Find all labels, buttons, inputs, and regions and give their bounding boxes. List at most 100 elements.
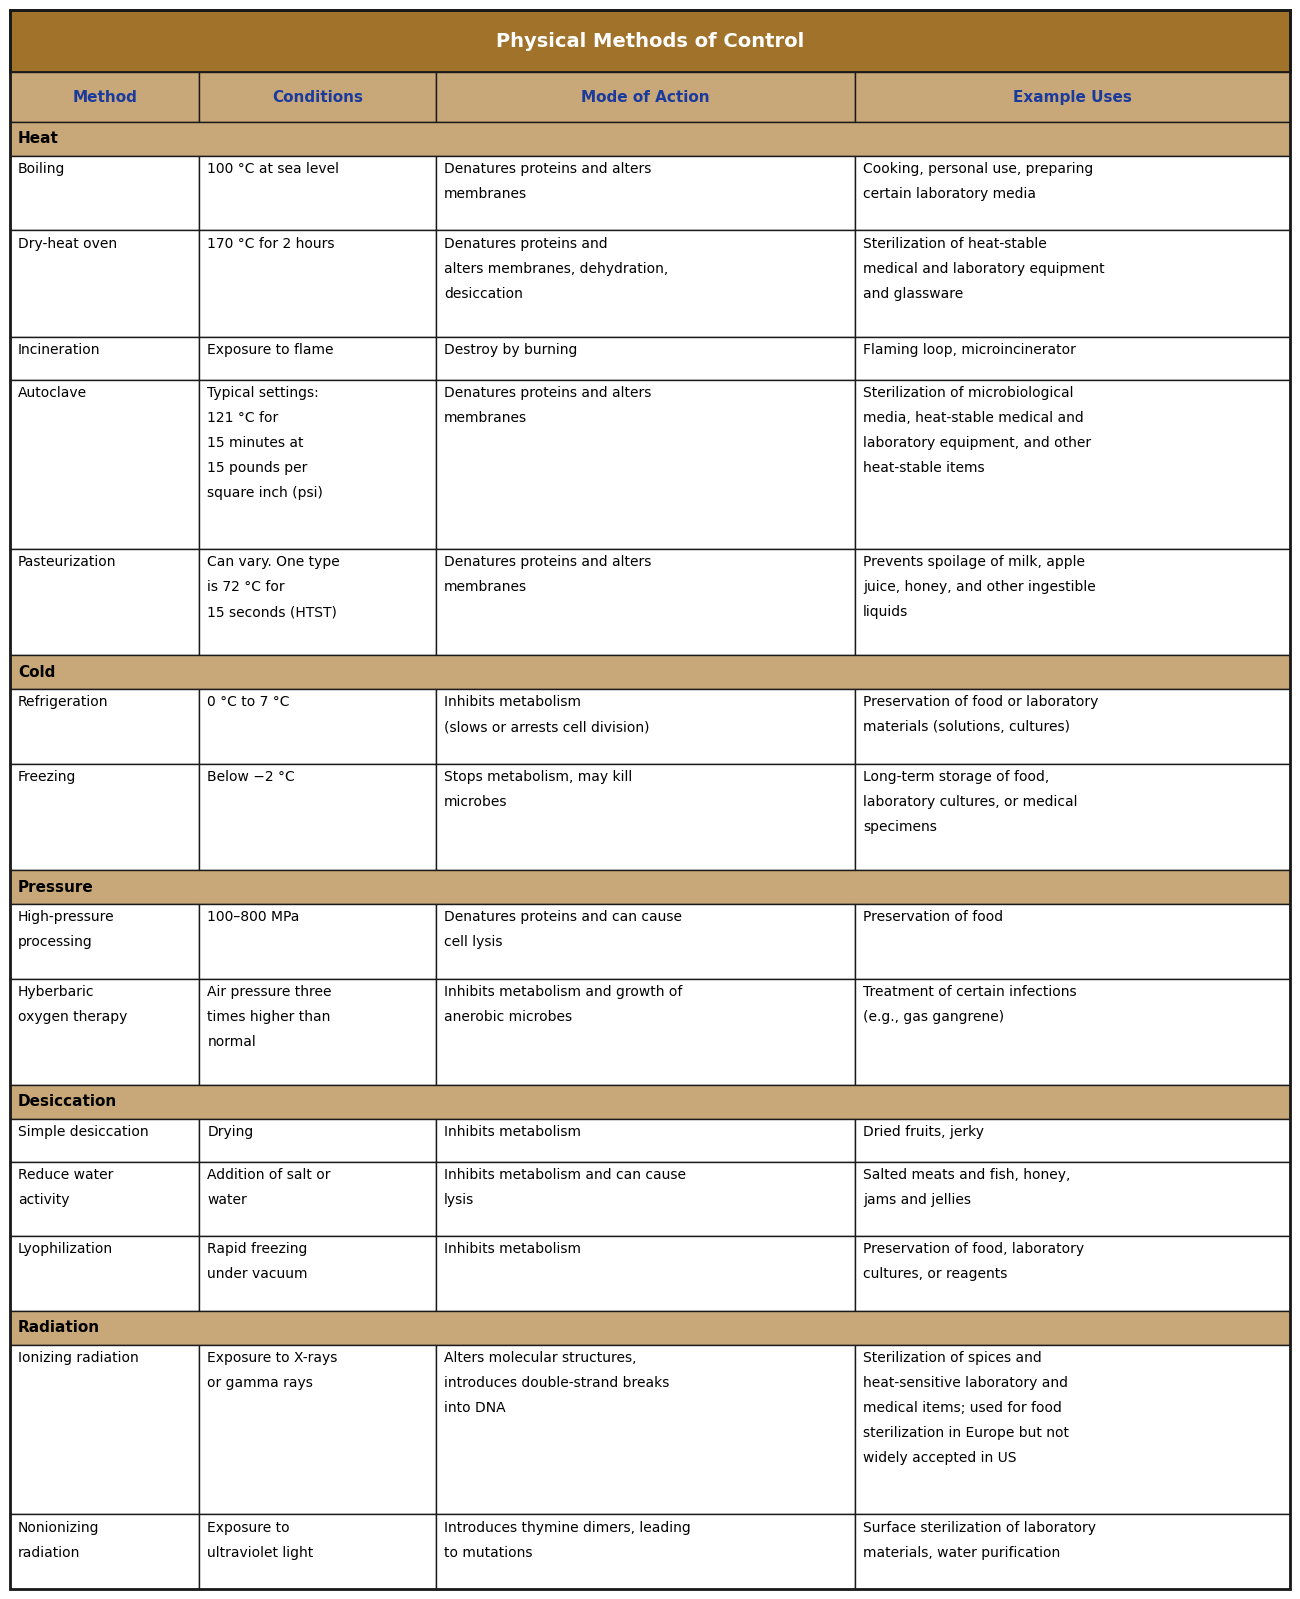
Text: Surface sterilization of laboratory
materials, water purification: Surface sterilization of laboratory mate… bbox=[863, 1521, 1096, 1559]
Text: Air pressure three
times higher than
normal: Air pressure three times higher than nor… bbox=[208, 985, 332, 1049]
Bar bbox=[10, 764, 199, 870]
Bar bbox=[10, 72, 199, 122]
Bar bbox=[10, 155, 199, 230]
Bar bbox=[199, 1119, 437, 1162]
Bar bbox=[437, 1345, 855, 1514]
Bar bbox=[10, 1514, 199, 1589]
Text: Refrigeration: Refrigeration bbox=[18, 696, 108, 710]
Text: Long-term storage of food,
laboratory cultures, or medical
specimens: Long-term storage of food, laboratory cu… bbox=[863, 771, 1078, 835]
Text: Flaming loop, microincinerator: Flaming loop, microincinerator bbox=[863, 342, 1075, 357]
Bar bbox=[10, 1084, 1290, 1119]
Text: 100 °C at sea level: 100 °C at sea level bbox=[208, 161, 339, 176]
Bar bbox=[10, 1311, 1290, 1345]
Text: Desiccation: Desiccation bbox=[18, 1094, 117, 1110]
Bar bbox=[199, 1345, 437, 1514]
Text: Inhibits metabolism: Inhibits metabolism bbox=[445, 1126, 581, 1138]
Bar bbox=[855, 337, 1290, 379]
Text: Denatures proteins and can cause
cell lysis: Denatures proteins and can cause cell ly… bbox=[445, 910, 682, 950]
Text: Denatures proteins and alters
membranes: Denatures proteins and alters membranes bbox=[445, 161, 651, 201]
Text: Introduces thymine dimers, leading
to mutations: Introduces thymine dimers, leading to mu… bbox=[445, 1521, 692, 1559]
Bar bbox=[855, 230, 1290, 337]
Text: Denatures proteins and alters
membranes: Denatures proteins and alters membranes bbox=[445, 555, 651, 595]
Bar bbox=[10, 870, 1290, 903]
Bar bbox=[437, 230, 855, 337]
Text: Can vary. One type
is 72 °C for
15 seconds (HTST): Can vary. One type is 72 °C for 15 secon… bbox=[208, 555, 341, 619]
Bar bbox=[437, 379, 855, 548]
Bar bbox=[10, 379, 199, 548]
Text: Drying: Drying bbox=[208, 1126, 254, 1138]
Bar bbox=[855, 1236, 1290, 1311]
Bar bbox=[199, 548, 437, 656]
Bar bbox=[437, 764, 855, 870]
Bar bbox=[199, 72, 437, 122]
Bar bbox=[437, 1514, 855, 1589]
Text: Alters molecular structures,
introduces double-strand breaks
into DNA: Alters molecular structures, introduces … bbox=[445, 1351, 670, 1415]
Text: Typical settings:
121 °C for
15 minutes at
15 pounds per
square inch (psi): Typical settings: 121 °C for 15 minutes … bbox=[208, 385, 324, 500]
Text: Addition of salt or
water: Addition of salt or water bbox=[208, 1167, 332, 1207]
Text: Preservation of food: Preservation of food bbox=[863, 910, 1002, 924]
Bar bbox=[855, 1119, 1290, 1162]
Bar bbox=[437, 1236, 855, 1311]
Bar bbox=[855, 379, 1290, 548]
Text: Dried fruits, jerky: Dried fruits, jerky bbox=[863, 1126, 984, 1138]
Bar bbox=[199, 379, 437, 548]
Text: Exposure to flame: Exposure to flame bbox=[208, 342, 334, 357]
Text: Autoclave: Autoclave bbox=[18, 385, 87, 400]
Text: Dry-heat oven: Dry-heat oven bbox=[18, 237, 117, 251]
Bar bbox=[10, 1236, 199, 1311]
Text: Stops metabolism, may kill
microbes: Stops metabolism, may kill microbes bbox=[445, 771, 633, 809]
Bar bbox=[199, 979, 437, 1084]
Bar bbox=[10, 122, 1290, 155]
Text: Inhibits metabolism and can cause
lysis: Inhibits metabolism and can cause lysis bbox=[445, 1167, 686, 1207]
Text: Simple desiccation: Simple desiccation bbox=[18, 1126, 148, 1138]
Bar bbox=[855, 548, 1290, 656]
Bar bbox=[855, 903, 1290, 979]
Text: Preservation of food or laboratory
materials (solutions, cultures): Preservation of food or laboratory mater… bbox=[863, 696, 1098, 734]
Bar bbox=[437, 337, 855, 379]
Text: Inhibits metabolism and growth of
anerobic microbes: Inhibits metabolism and growth of anerob… bbox=[445, 985, 682, 1023]
Bar bbox=[10, 1162, 199, 1236]
Text: 100–800 MPa: 100–800 MPa bbox=[208, 910, 300, 924]
Text: Pasteurization: Pasteurization bbox=[18, 555, 117, 569]
Text: Exposure to X-rays
or gamma rays: Exposure to X-rays or gamma rays bbox=[208, 1351, 338, 1390]
Bar bbox=[10, 1345, 199, 1514]
Bar bbox=[10, 548, 199, 656]
Bar bbox=[199, 1236, 437, 1311]
Text: Sterilization of microbiological
media, heat-stable medical and
laboratory equip: Sterilization of microbiological media, … bbox=[863, 385, 1091, 475]
Text: Below −2 °C: Below −2 °C bbox=[208, 771, 295, 784]
Bar bbox=[199, 1514, 437, 1589]
Text: Ionizing radiation: Ionizing radiation bbox=[18, 1351, 139, 1366]
Bar bbox=[10, 230, 199, 337]
Text: Lyophilization: Lyophilization bbox=[18, 1242, 113, 1257]
Text: 170 °C for 2 hours: 170 °C for 2 hours bbox=[208, 237, 335, 251]
Text: Rapid freezing
under vacuum: Rapid freezing under vacuum bbox=[208, 1242, 308, 1281]
Bar bbox=[10, 10, 1290, 72]
Text: Radiation: Radiation bbox=[18, 1321, 100, 1335]
Text: Example Uses: Example Uses bbox=[1013, 90, 1132, 104]
Bar bbox=[199, 689, 437, 764]
Text: Exposure to
ultraviolet light: Exposure to ultraviolet light bbox=[208, 1521, 313, 1559]
Bar bbox=[437, 155, 855, 230]
Bar bbox=[199, 1162, 437, 1236]
Bar bbox=[855, 155, 1290, 230]
Text: Preservation of food, laboratory
cultures, or reagents: Preservation of food, laboratory culture… bbox=[863, 1242, 1084, 1281]
Bar bbox=[437, 548, 855, 656]
Text: Incineration: Incineration bbox=[18, 342, 100, 357]
Bar bbox=[855, 764, 1290, 870]
Bar bbox=[437, 903, 855, 979]
Bar bbox=[10, 656, 1290, 689]
Text: Cold: Cold bbox=[18, 665, 56, 680]
Bar bbox=[855, 1514, 1290, 1589]
Bar bbox=[437, 689, 855, 764]
Text: Sterilization of spices and
heat-sensitive laboratory and
medical items; used fo: Sterilization of spices and heat-sensiti… bbox=[863, 1351, 1069, 1465]
Text: Heat: Heat bbox=[18, 131, 58, 147]
Text: Hyberbaric
oxygen therapy: Hyberbaric oxygen therapy bbox=[18, 985, 127, 1023]
Bar bbox=[199, 337, 437, 379]
Bar bbox=[10, 979, 199, 1084]
Text: Freezing: Freezing bbox=[18, 771, 77, 784]
Text: Reduce water
activity: Reduce water activity bbox=[18, 1167, 113, 1207]
Text: 0 °C to 7 °C: 0 °C to 7 °C bbox=[208, 696, 290, 710]
Text: Treatment of certain infections
(e.g., gas gangrene): Treatment of certain infections (e.g., g… bbox=[863, 985, 1076, 1023]
Bar bbox=[10, 689, 199, 764]
Bar bbox=[437, 72, 855, 122]
